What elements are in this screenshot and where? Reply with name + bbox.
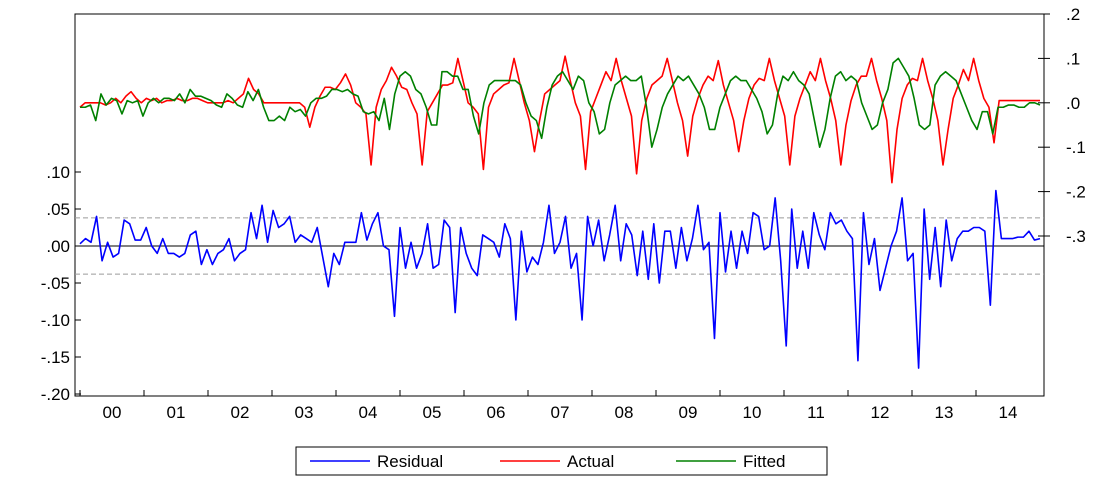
left-axis-tick-label: -.05 [41, 274, 70, 293]
x-axis-tick-label: 10 [743, 403, 762, 422]
x-axis-tick-label: 02 [231, 403, 250, 422]
x-axis-tick-label: 11 [807, 403, 825, 422]
x-axis-tick-label: 04 [359, 403, 378, 422]
x-axis-tick-label: 00 [103, 403, 122, 422]
x-axis-tick-label: 07 [551, 403, 570, 422]
left-axis-tick-label: -.15 [41, 348, 70, 367]
x-axis-tick-label: 14 [999, 403, 1018, 422]
series-line-fitted [80, 57, 1041, 148]
legend: Residual Actual Fitted [295, 446, 828, 476]
legend-label-fitted: Fitted [743, 452, 786, 471]
right-axis-tick-label: .0 [1066, 94, 1080, 113]
left-axis-tick-label: -.10 [41, 311, 70, 330]
right-axis-tick-label: -.3 [1066, 227, 1086, 246]
x-axis-tick-label: 01 [167, 403, 186, 422]
left-axis-tick-label: .05 [46, 200, 70, 219]
series-line-actual [79, 55, 1040, 184]
x-axis-tick-label: 05 [423, 403, 442, 422]
x-axis: 00 01 02 03 04 05 06 07 08 09 10 11 12 13 14 [79, 390, 1018, 422]
right-axis-tick-label: .2 [1066, 5, 1080, 24]
x-axis-tick-label: 06 [487, 403, 506, 422]
x-axis-tick-label: 12 [871, 403, 890, 422]
right-axis-tick-label: -.2 [1066, 183, 1086, 202]
left-axis-tick-label: -.20 [41, 385, 70, 404]
left-axis: .10 .05 .00 -.05 -.10 -.15 -.20 [41, 163, 81, 404]
legend-label-residual: Residual [377, 452, 443, 471]
left-axis-tick-label: .10 [46, 163, 70, 182]
right-axis-tick-label: -.1 [1066, 138, 1086, 157]
x-axis-tick-label: 13 [935, 403, 954, 422]
legend-label-actual: Actual [567, 452, 614, 471]
plot-frame [74, 13, 1045, 397]
x-axis-tick-label: 08 [615, 403, 634, 422]
series-layer [79, 55, 1041, 369]
legend-box [295, 446, 828, 476]
reference-lines [75, 217, 1044, 275]
right-axis-tick-label: .1 [1066, 49, 1080, 68]
right-axis: .2 .1 .0 -.1 -.2 -.3 [1038, 5, 1086, 246]
series-line-residual [79, 189, 1041, 369]
left-axis-tick-label: .00 [46, 237, 70, 256]
x-axis-tick-label: 03 [295, 403, 314, 422]
x-axis-tick-label: 09 [679, 403, 698, 422]
